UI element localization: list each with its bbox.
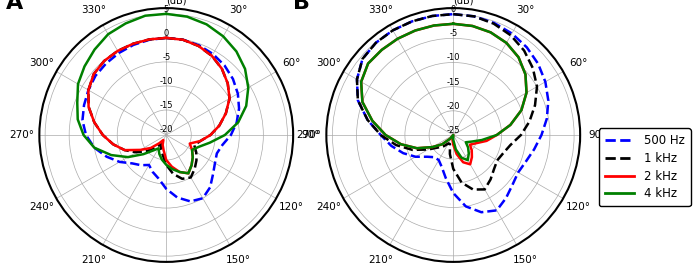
Text: B: B	[293, 0, 310, 13]
Text: (dB): (dB)	[454, 0, 474, 6]
Text: A: A	[6, 0, 24, 13]
Text: (dB): (dB)	[167, 0, 187, 6]
Legend: 500 Hz, 1 kHz, 2 kHz, 4 kHz: 500 Hz, 1 kHz, 2 kHz, 4 kHz	[599, 129, 691, 206]
